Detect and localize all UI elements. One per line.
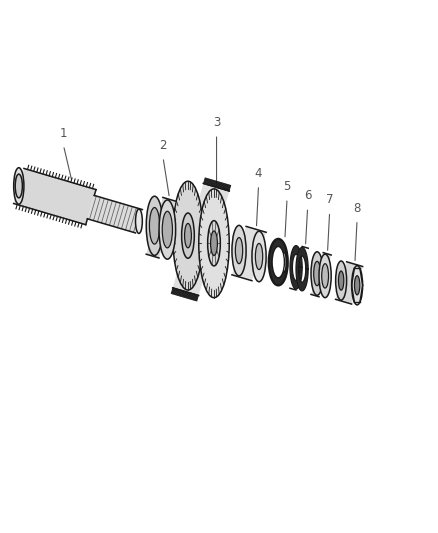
Ellipse shape: [162, 211, 173, 248]
Polygon shape: [290, 246, 302, 289]
Ellipse shape: [269, 239, 287, 285]
Ellipse shape: [232, 225, 246, 276]
Polygon shape: [336, 262, 363, 304]
Ellipse shape: [208, 221, 220, 266]
Text: 1: 1: [60, 127, 67, 140]
Polygon shape: [146, 197, 176, 258]
Ellipse shape: [146, 196, 163, 255]
Ellipse shape: [211, 231, 217, 255]
Ellipse shape: [159, 200, 176, 259]
Ellipse shape: [135, 209, 142, 233]
Text: 7: 7: [326, 193, 333, 206]
Ellipse shape: [182, 213, 194, 259]
Polygon shape: [311, 253, 331, 297]
Polygon shape: [173, 183, 230, 295]
Ellipse shape: [15, 174, 22, 198]
Ellipse shape: [339, 271, 344, 290]
Ellipse shape: [314, 261, 321, 286]
Text: 2: 2: [159, 139, 167, 152]
Polygon shape: [88, 196, 142, 233]
Text: 6: 6: [304, 189, 311, 202]
Polygon shape: [296, 247, 308, 291]
Ellipse shape: [255, 244, 263, 270]
Ellipse shape: [311, 252, 323, 295]
Polygon shape: [269, 239, 286, 285]
Ellipse shape: [14, 168, 24, 204]
Ellipse shape: [199, 189, 229, 297]
Text: 4: 4: [255, 167, 262, 180]
Ellipse shape: [173, 181, 203, 290]
Text: 3: 3: [213, 116, 220, 129]
Ellipse shape: [336, 261, 346, 300]
Polygon shape: [232, 227, 266, 281]
Ellipse shape: [149, 207, 160, 244]
Ellipse shape: [352, 265, 363, 305]
Text: 8: 8: [353, 201, 361, 215]
Ellipse shape: [354, 276, 360, 295]
Ellipse shape: [321, 264, 328, 288]
Polygon shape: [14, 168, 96, 225]
Ellipse shape: [235, 238, 243, 264]
Ellipse shape: [184, 223, 191, 248]
Ellipse shape: [252, 231, 266, 282]
Text: 5: 5: [283, 180, 291, 193]
Ellipse shape: [272, 246, 284, 278]
Ellipse shape: [319, 254, 331, 297]
